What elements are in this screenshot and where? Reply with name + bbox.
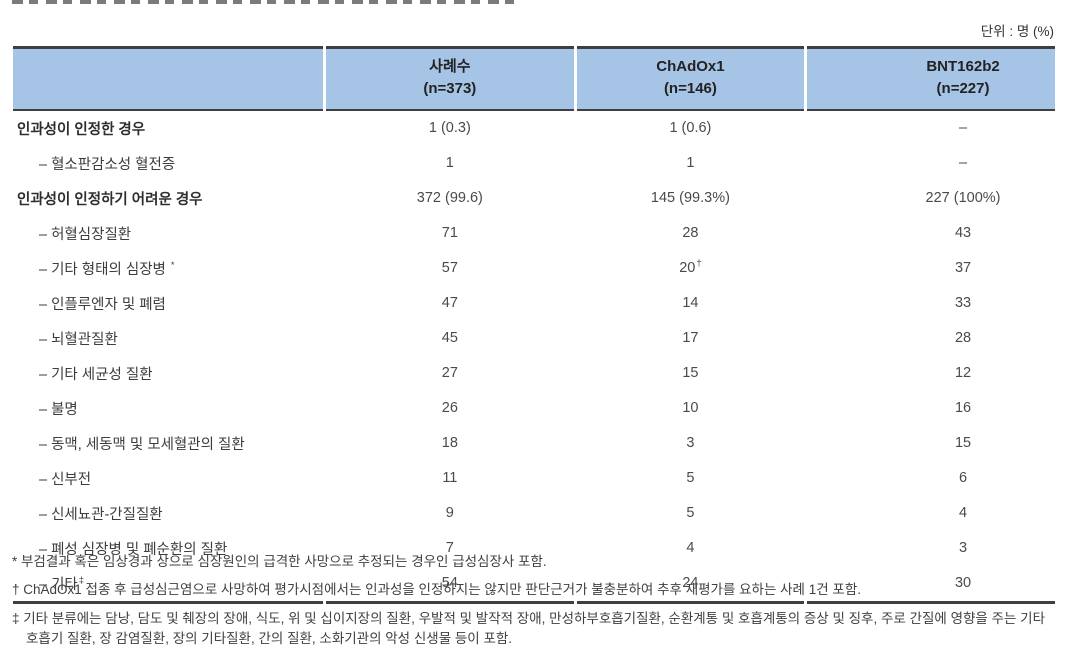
row-value: 15 <box>954 435 972 451</box>
row-value: 43 <box>954 225 972 241</box>
row-value: 30 <box>807 566 1055 604</box>
table-row: – 신세뇨관-간질질환 9 5 4 <box>13 496 1055 531</box>
table-row: – 혈소판감소성 혈전증 1 1 – <box>13 146 1055 181</box>
row-label: 인과성이 인정한 경우 <box>17 121 146 138</box>
footnote-marker: ‡ <box>78 574 85 586</box>
row-label: – 동맥, 세동맥 및 모세혈관의 질환 <box>39 436 245 453</box>
row-value: 3 <box>686 435 695 451</box>
row-value: 145 (99.3%) <box>650 190 730 206</box>
causality-assessment-table: 사례수 (n=373) ChAdOx1 (n=146) BNT162b2 (n=… <box>10 46 1058 604</box>
row-value: 4 <box>686 540 695 556</box>
row-value: 1 (0.3) <box>428 120 471 136</box>
row-value: 9 <box>445 505 454 521</box>
row-value: 7 <box>445 540 454 556</box>
row-value: 1 <box>686 155 695 171</box>
row-value: – <box>958 120 968 136</box>
footnote: ‡ 기타 분류에는 담낭, 담도 및 췌장의 장애, 식도, 위 및 십이지장의… <box>12 610 1046 646</box>
row-label: – 기타 세균성 질환 <box>39 366 153 383</box>
row-value: 71 <box>441 225 458 241</box>
header-bnt162b2-n: (n=227) <box>936 79 990 97</box>
table-row: – 인플루엔자 및 폐렴 47 14 33 <box>13 286 1055 321</box>
row-label: – 허혈심장질환 <box>39 226 132 243</box>
header-chadox1-title: ChAdOx1 <box>656 58 725 75</box>
row-value: 28 <box>682 225 699 241</box>
table-row: – 뇌혈관질환 45 17 28 <box>13 321 1055 356</box>
header-case-count-n: (n=373) <box>423 79 477 97</box>
footnote: * 부검결과 혹은 임상경과 상으로 심장원인의 급격한 사망으로 추정되는 경… <box>12 554 547 569</box>
row-value: 24 <box>576 566 805 604</box>
row-value: 11 <box>442 470 458 486</box>
row-value: 33 <box>954 295 972 311</box>
row-value: 372 (99.6) <box>416 190 483 206</box>
row-value: 18 <box>441 435 458 451</box>
table-row: – 불명 26 10 16 <box>13 391 1055 426</box>
footnotes: * 부검결과 혹은 임상경과 상으로 심장원인의 급격한 사망으로 추정되는 경… <box>12 552 1058 657</box>
row-label: – 인플루엔자 및 폐렴 <box>39 296 166 313</box>
header-case-count-title: 사례수 <box>429 58 471 75</box>
row-value: 1 <box>445 155 454 171</box>
row-value: 14 <box>682 295 699 311</box>
row-label: – 폐성 심장병 및 폐순환의 질환 <box>39 541 228 558</box>
header-bnt162b2-title: BNT162b2 <box>926 58 1000 75</box>
row-value: 12 <box>954 365 972 381</box>
unit-label: 단위 : 명 (%) <box>980 24 1054 39</box>
clipped-title-fragments <box>12 0 517 4</box>
footnote-marker: † <box>696 258 702 270</box>
footnote: † ChAdOx1 접종 후 급성심근염으로 사망하여 평가시점에서는 인과성을… <box>12 582 861 598</box>
row-value: 5 <box>686 505 695 521</box>
header-case-count: 사례수 (n=373) <box>325 46 574 111</box>
row-value: 47 <box>441 295 458 311</box>
row-value: 10 <box>682 400 699 416</box>
table-row: – 허혈심장질환 71 28 43 <box>13 216 1055 251</box>
row-label: – 뇌혈관질환 <box>39 331 118 348</box>
row-value: 26 <box>441 400 458 416</box>
table-row: – 신부전 11 5 6 <box>13 461 1055 496</box>
row-value: 6 <box>958 470 968 486</box>
table-row: – 폐성 심장병 및 폐순환의 질환 7 4 3 <box>13 531 1055 566</box>
row-value: 37 <box>954 260 972 276</box>
header-empty-cell <box>13 46 323 111</box>
table-row: 인과성이 인정하기 어려운 경우 372 (99.6) 145 (99.3%) 227… <box>13 181 1055 216</box>
row-label: – 신세뇨관-간질질환 <box>39 506 163 523</box>
table-row: 인과성이 인정한 경우 1 (0.3) 1 (0.6) – <box>13 111 1055 146</box>
table-row: – 동맥, 세동맥 및 모세혈관의 질환 18 3 15 <box>13 426 1055 461</box>
footnote-marker: * <box>170 259 175 271</box>
row-value: 4 <box>958 505 968 521</box>
row-value: 5 <box>686 470 695 486</box>
row-value: 3 <box>958 540 968 556</box>
header-bnt162b2: BNT162b2 (n=227) <box>807 46 1055 111</box>
table-row: – 기타‡ 54 24 30 <box>13 566 1055 604</box>
row-value: 1 (0.6) <box>669 120 712 136</box>
row-value: 27 <box>441 365 458 381</box>
row-value: 17 <box>682 330 699 346</box>
header-chadox1-n: (n=146) <box>663 79 717 97</box>
header-chadox1: ChAdOx1 (n=146) <box>576 46 805 111</box>
row-label: – 기타 형태의 심장병 * <box>39 259 175 278</box>
row-value: 20† <box>679 258 702 276</box>
table-header-row: 사례수 (n=373) ChAdOx1 (n=146) BNT162b2 (n=… <box>13 46 1055 111</box>
table-row: – 기타 형태의 심장병 * 57 20† 37 <box>13 251 1055 286</box>
row-label: 인과성이 인정하기 어려운 경우 <box>17 191 203 208</box>
row-label: – 기타‡ <box>13 566 323 604</box>
row-label: – 불명 <box>39 401 78 418</box>
row-value: 15 <box>682 365 699 381</box>
row-value: 54 <box>325 566 574 604</box>
row-value: 45 <box>441 330 458 346</box>
row-value: 28 <box>954 330 972 346</box>
row-value: – <box>958 155 968 171</box>
table-row: – 기타 세균성 질환 27 15 12 <box>13 356 1055 391</box>
row-value: 57 <box>441 260 458 276</box>
row-value: 227 (100%) <box>925 190 1001 206</box>
row-label: – 혈소판감소성 혈전증 <box>39 156 176 173</box>
row-value: 16 <box>954 400 972 416</box>
row-label: – 신부전 <box>39 471 92 488</box>
